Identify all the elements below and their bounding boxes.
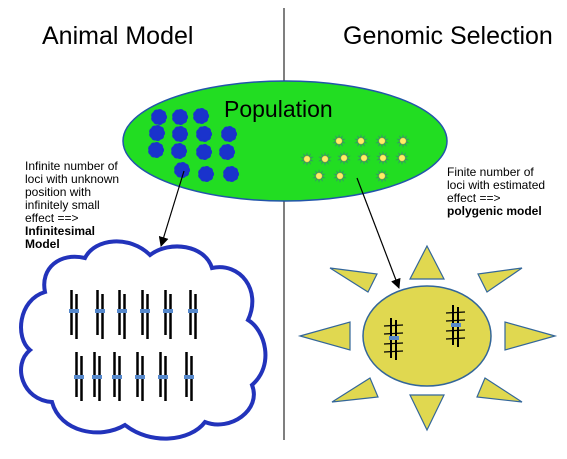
sun-ray (476, 377, 523, 403)
note-line: effect ==> (447, 191, 501, 205)
note-bold-line: Model (25, 237, 60, 251)
blue-blob-icon (223, 165, 240, 183)
chromosome-pair (184, 352, 194, 401)
chromosome-pair (163, 290, 173, 339)
blue-blob-icon (198, 165, 215, 183)
chromosome-pair (188, 290, 198, 339)
starburst-icon (312, 169, 326, 183)
genomic-selection-heading: Genomic Selection (343, 22, 553, 50)
population-label: Population (224, 96, 333, 122)
starburst-icon (375, 169, 389, 183)
starburst-icon (354, 134, 368, 148)
blue-blob-icon (196, 125, 213, 143)
chromosome-pair (74, 352, 84, 401)
animal-blob-group (148, 107, 240, 183)
blue-blob-icon (172, 108, 189, 126)
chromosome-pair (117, 290, 127, 339)
blue-blob-icon (172, 125, 189, 143)
starburst-icon (333, 169, 347, 183)
blue-blob-icon (151, 108, 168, 126)
arrow-to-sun (356, 177, 401, 289)
arrow-to-cloud (158, 170, 185, 247)
starburst-icon (396, 134, 410, 148)
note-line: Finite number of (447, 165, 534, 179)
starburst-icon (375, 134, 389, 148)
sun-ray (297, 321, 351, 351)
chromosome-pair (112, 352, 122, 401)
snp-star-group (300, 134, 410, 183)
note-line: infinitely small (25, 198, 100, 212)
starburst-icon (395, 151, 409, 165)
animal-model-heading: Animal Model (42, 22, 194, 50)
note-line: loci with estimated (447, 178, 546, 192)
blue-blob-icon (193, 107, 210, 125)
blue-blob-icon (149, 124, 166, 142)
chromosome-pair (95, 290, 105, 339)
sun-ray (329, 267, 378, 293)
starburst-icon (337, 151, 351, 165)
sun-ray (504, 321, 558, 351)
sun-loci-group (383, 305, 466, 360)
sun-body (362, 285, 492, 387)
starburst-icon (332, 134, 346, 148)
chromosome-pair (158, 352, 168, 401)
note-bold-line: Infinitesimal (25, 224, 96, 238)
starburst-icon (376, 151, 390, 165)
locus-marker (445, 305, 466, 347)
chromosome-pair (135, 352, 145, 401)
blue-blob-icon (148, 141, 165, 159)
sun-ray (331, 377, 379, 403)
chromosome-pair-group (69, 290, 198, 401)
blue-blob-icon (221, 125, 238, 143)
chromosome-pair (140, 290, 150, 339)
blue-blob-icon (171, 142, 188, 160)
chromosome-pair (92, 352, 102, 401)
starburst-icon (318, 152, 332, 166)
note-line: effect ==> (25, 211, 79, 225)
blue-blob-icon (196, 143, 213, 161)
note-line: position with (25, 185, 92, 199)
infinitesimal-cloud (19, 239, 268, 441)
sun-ray (409, 394, 445, 432)
chromosome-pair (69, 290, 79, 339)
sun-ray (477, 267, 523, 293)
locus-marker (383, 318, 404, 360)
infinitesimal-note: Infinite number of loci with unknown pos… (25, 160, 135, 251)
sun-ray (409, 244, 445, 280)
blue-blob-icon (219, 143, 236, 161)
starburst-icon (357, 151, 371, 165)
note-line: loci with unknown (25, 172, 120, 186)
starburst-icon (300, 152, 314, 166)
note-bold-line: polygenic model (447, 204, 542, 218)
sun-rays (297, 244, 558, 432)
note-line: Infinite number of (25, 159, 118, 173)
polygenic-note: Finite number of loci with estimated eff… (447, 166, 562, 218)
